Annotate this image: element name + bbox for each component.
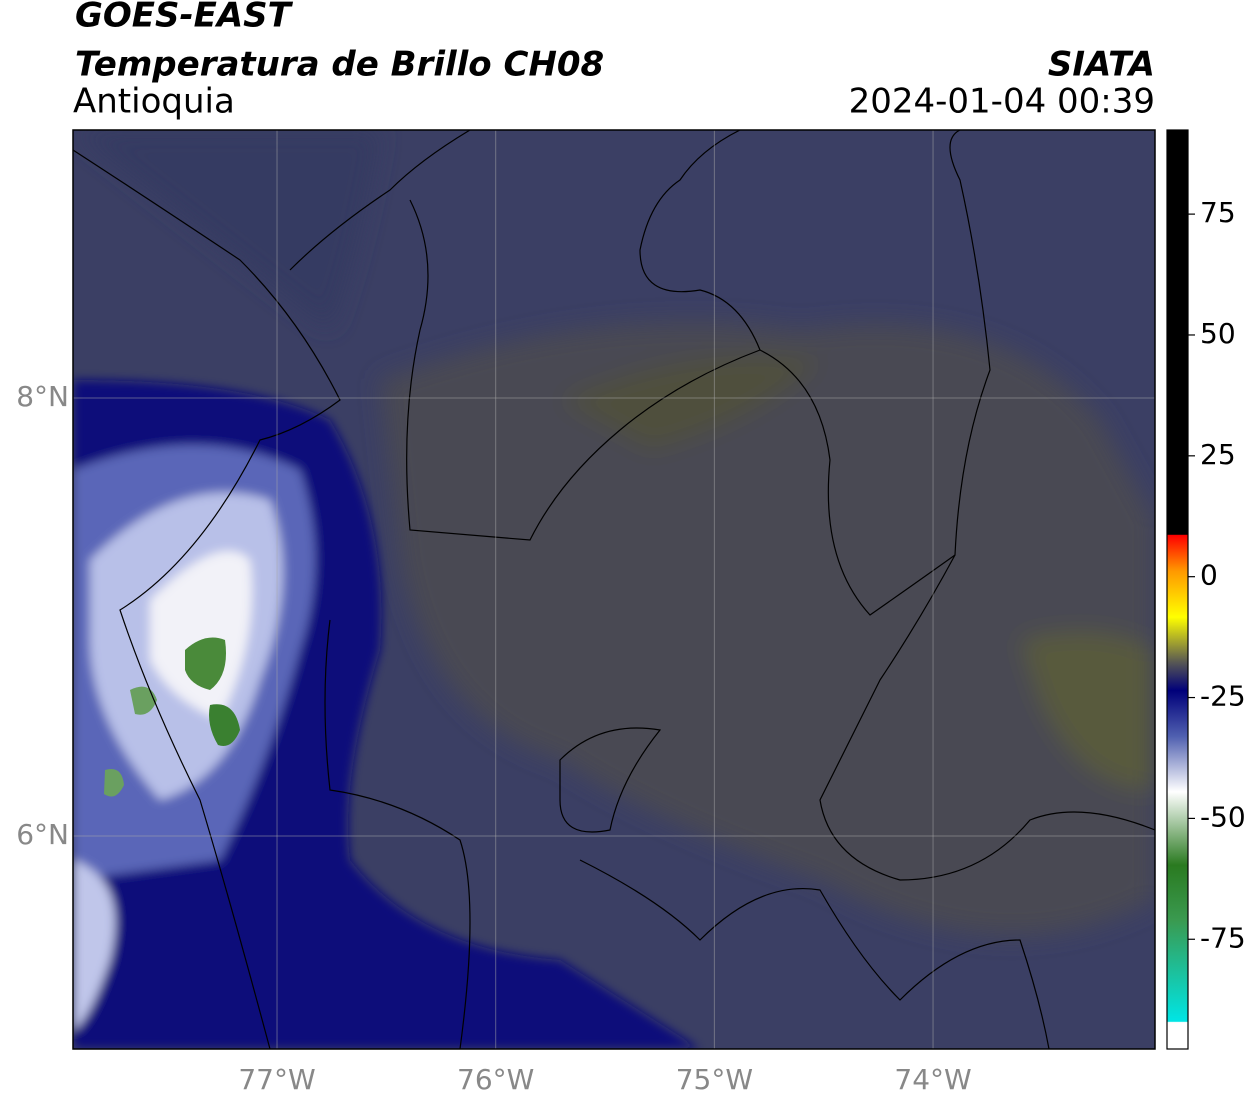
x-tick-label: 75°W — [676, 1063, 753, 1096]
x-tick-label: 76°W — [457, 1063, 534, 1096]
map-frame — [72, 129, 1156, 1050]
subtitle: Temperatura de Brillo CH08 — [75, 45, 604, 85]
region: Antioquia — [73, 82, 235, 122]
source: SIATA — [1048, 45, 1155, 85]
y-tick-label: 8°N — [16, 380, 69, 413]
title: GOES-EAST — [75, 0, 294, 36]
colorbar-ticks: 75 50 25 0 -25 -50 -75 — [1188, 196, 1246, 954]
graticule — [73, 130, 1155, 1049]
x-tick-label: 77°W — [238, 1063, 315, 1096]
colorbar-tick-label: -25 — [1200, 680, 1246, 713]
colorbar — [1166, 129, 1189, 1050]
satellite-image — [73, 130, 1155, 1049]
colorbar-tick-label: -75 — [1200, 921, 1246, 954]
x-tick-label: 74°W — [894, 1063, 971, 1096]
colorbar-tick-label: 50 — [1200, 317, 1236, 350]
datetime: 2024-01-04 00:39 — [849, 82, 1155, 122]
colorbar-tick-label: 0 — [1200, 559, 1218, 592]
colorbar-tick-label: -50 — [1200, 800, 1246, 833]
colorbar-tick-label: 25 — [1200, 438, 1236, 471]
colorbar-tick-label: 75 — [1200, 196, 1236, 229]
y-tick-label: 6°N — [16, 818, 69, 851]
